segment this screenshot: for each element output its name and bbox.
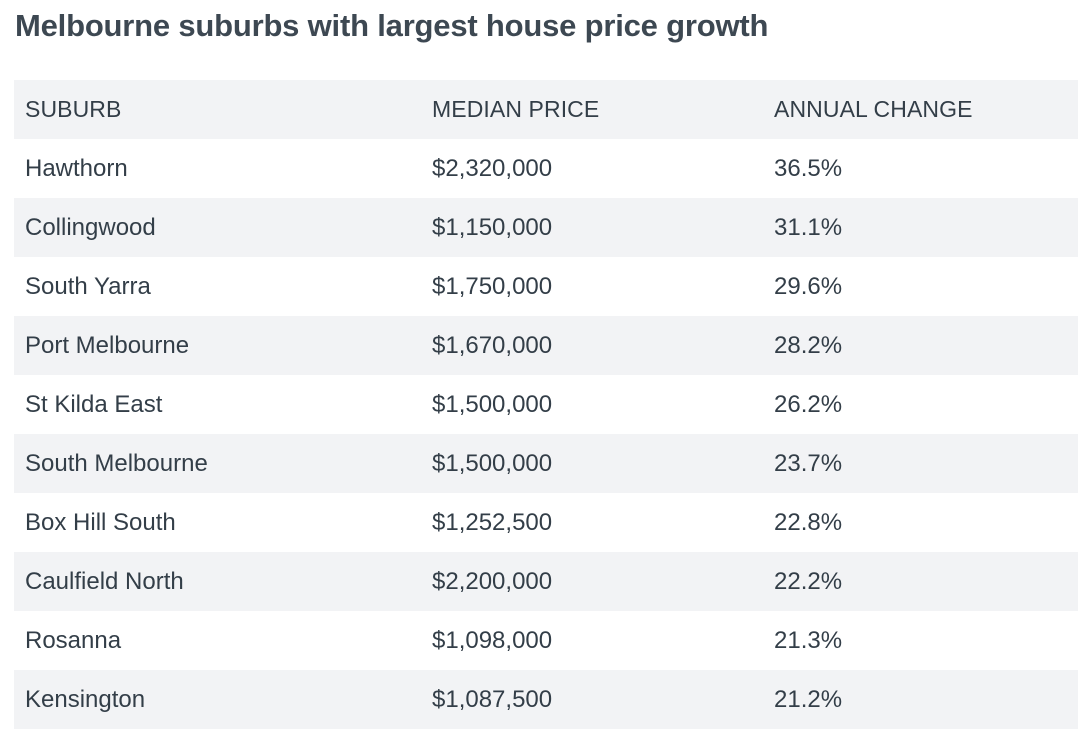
table-header-row: SUBURB MEDIAN PRICE ANNUAL CHANGE	[14, 80, 1078, 139]
cell-annual-change: 31.1%	[774, 213, 843, 241]
cell-suburb: Rosanna	[25, 626, 122, 654]
cell-suburb: Kensington	[25, 685, 146, 713]
cell-annual-change: 26.2%	[774, 390, 843, 418]
header-annual-change: ANNUAL CHANGE	[774, 96, 973, 122]
cell-annual-change: 23.7%	[774, 449, 843, 477]
cell-suburb: Caulfield North	[25, 567, 184, 595]
cell-suburb: Box Hill South	[25, 508, 176, 536]
cell-suburb: Hawthorn	[25, 154, 128, 182]
cell-median-price: $1,087,500	[432, 685, 553, 713]
header-suburb: SUBURB	[25, 96, 122, 122]
price-growth-table: SUBURB MEDIAN PRICE ANNUAL CHANGE Hawtho…	[14, 80, 1078, 729]
cell-suburb: Port Melbourne	[25, 331, 190, 359]
cell-median-price: $2,200,000	[432, 567, 553, 595]
cell-suburb: South Yarra	[25, 272, 151, 300]
cell-annual-change: 21.3%	[774, 626, 843, 654]
cell-median-price: $2,320,000	[432, 154, 553, 182]
table-row: St Kilda East $1,500,000 26.2%	[14, 375, 1078, 434]
cell-annual-change: 28.2%	[774, 331, 843, 359]
page-title: Melbourne suburbs with largest house pri…	[15, 8, 769, 43]
table-row: Caulfield North $2,200,000 22.2%	[14, 552, 1078, 611]
table-row: South Yarra $1,750,000 29.6%	[14, 257, 1078, 316]
cell-suburb: Collingwood	[25, 213, 156, 241]
cell-suburb: South Melbourne	[25, 449, 208, 477]
header-median-price: MEDIAN PRICE	[432, 96, 600, 122]
table-row: Hawthorn $2,320,000 36.5%	[14, 139, 1078, 198]
cell-annual-change: 36.5%	[774, 154, 843, 182]
cell-median-price: $1,750,000	[432, 272, 553, 300]
cell-suburb: St Kilda East	[25, 390, 163, 418]
cell-median-price: $1,500,000	[432, 449, 553, 477]
cell-median-price: $1,670,000	[432, 331, 553, 359]
cell-median-price: $1,500,000	[432, 390, 553, 418]
cell-annual-change: 21.2%	[774, 685, 843, 713]
table-row: Rosanna $1,098,000 21.3%	[14, 611, 1078, 670]
table-row: Kensington $1,087,500 21.2%	[14, 670, 1078, 729]
cell-annual-change: 22.8%	[774, 508, 843, 536]
table-row: Box Hill South $1,252,500 22.8%	[14, 493, 1078, 552]
cell-median-price: $1,098,000	[432, 626, 553, 654]
table-row: Collingwood $1,150,000 31.1%	[14, 198, 1078, 257]
cell-annual-change: 22.2%	[774, 567, 843, 595]
cell-median-price: $1,150,000	[432, 213, 553, 241]
table-row: South Melbourne $1,500,000 23.7%	[14, 434, 1078, 493]
cell-annual-change: 29.6%	[774, 272, 843, 300]
cell-median-price: $1,252,500	[432, 508, 553, 536]
table-row: Port Melbourne $1,670,000 28.2%	[14, 316, 1078, 375]
